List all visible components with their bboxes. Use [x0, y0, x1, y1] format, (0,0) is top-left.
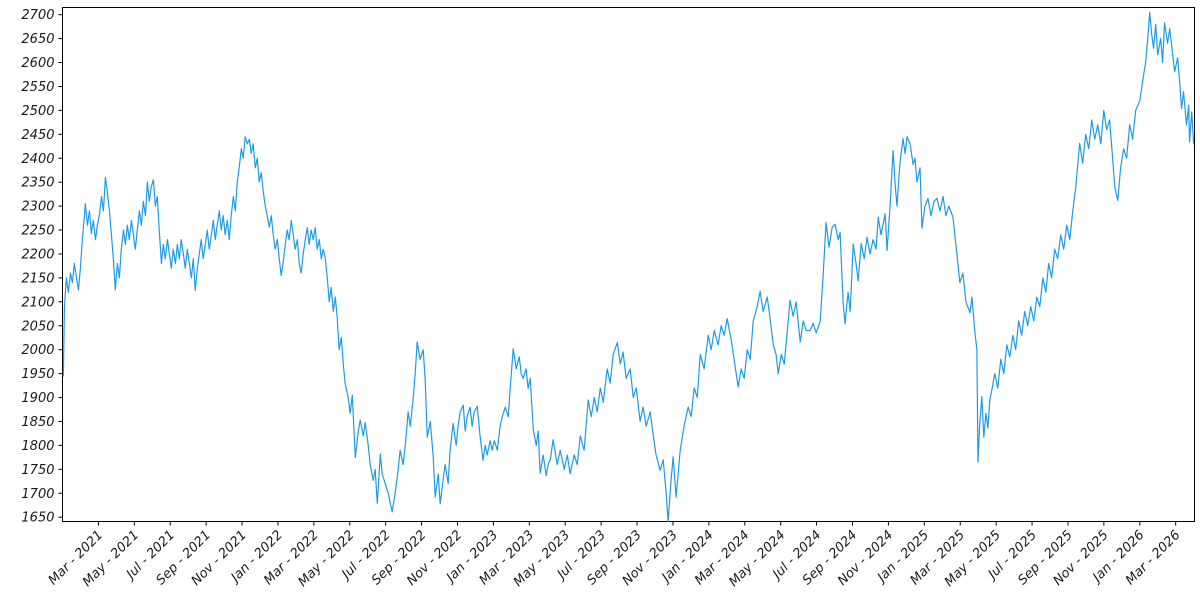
y-tick-label: 1900 — [21, 391, 54, 406]
y-tick-label: 2550 — [21, 80, 54, 95]
y-tick-label: 2300 — [21, 200, 54, 215]
y-tick-label: 2050 — [21, 319, 54, 334]
y-tick-label: 2100 — [21, 295, 54, 310]
y-tick-label: 1650 — [21, 511, 54, 526]
y-tick-label: 2700 — [21, 8, 54, 23]
price-series-line — [62, 11, 1195, 523]
plot-area — [62, 7, 1195, 522]
y-tick-label: 2600 — [21, 56, 54, 71]
y-tick-label: 2000 — [21, 343, 54, 358]
y-tick-label: 1950 — [21, 367, 54, 382]
y-tick-label: 2200 — [21, 247, 54, 262]
y-tick-label: 2250 — [21, 224, 54, 239]
y-tick-label: 2500 — [21, 104, 54, 119]
y-tick-label: 1800 — [21, 439, 54, 454]
y-tick-label: 2150 — [21, 271, 54, 286]
y-tick-label: 2650 — [21, 32, 54, 47]
y-tick-label: 2350 — [21, 176, 54, 191]
y-tick-label: 2450 — [21, 128, 54, 143]
y-tick-label: 1750 — [21, 463, 54, 478]
y-tick-label: 1700 — [21, 487, 54, 502]
y-tick-label: 1850 — [21, 415, 54, 430]
y-tick-label: 2400 — [21, 152, 54, 167]
